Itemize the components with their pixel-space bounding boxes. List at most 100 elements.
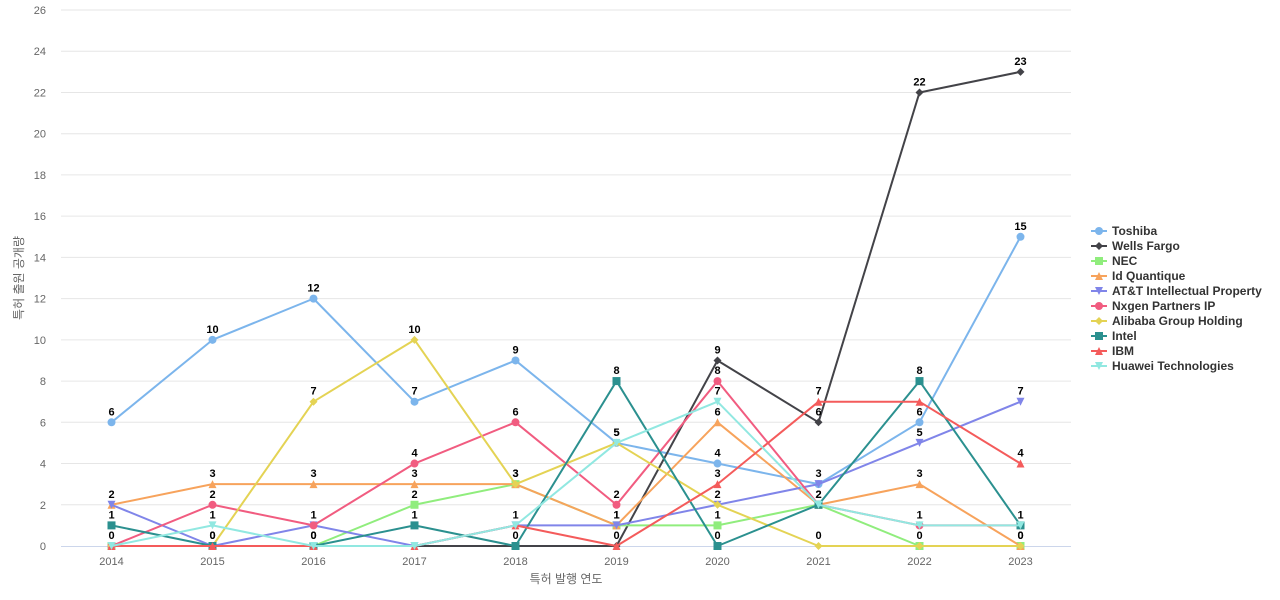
data-point-huawei-technologies bbox=[410, 542, 419, 550]
x-axis-title: 특허 발행 연도 bbox=[530, 571, 603, 586]
legend-label: AT&T Intellectual Property bbox=[1112, 284, 1262, 298]
series-line-huawei-technologies bbox=[110, 400, 1022, 547]
data-point-huawei-technologies bbox=[511, 521, 520, 530]
data-label-nec: 0 bbox=[108, 530, 114, 542]
data-point-nxgen-partners-ip bbox=[713, 377, 722, 386]
legend-marker bbox=[1095, 272, 1103, 280]
legend-item-huawei-technologies[interactable]: Huawei Technologies bbox=[1091, 359, 1234, 373]
data-label-id-quantique: 3 bbox=[209, 468, 215, 480]
x-tick-label: 2022 bbox=[907, 556, 931, 568]
x-tick-label: 2014 bbox=[99, 556, 123, 568]
data-label-nec: 0 bbox=[1017, 530, 1023, 542]
x-tick-label: 2019 bbox=[604, 556, 628, 568]
data-label-nec: 2 bbox=[815, 489, 821, 501]
legend-marker bbox=[1095, 347, 1103, 355]
legend-marker bbox=[1095, 257, 1103, 265]
y-tick-label: 20 bbox=[34, 129, 46, 141]
data-label-intel: 0 bbox=[512, 530, 518, 542]
y-axis-title: 특허 출원 공개량 bbox=[12, 236, 26, 320]
y-tick-label: 14 bbox=[34, 252, 46, 264]
data-point-alibaba-group-holding bbox=[915, 542, 924, 550]
data-point-intel bbox=[107, 521, 116, 530]
data-label-ibm: 3 bbox=[714, 468, 720, 480]
data-label-id-quantique: 2 bbox=[815, 489, 821, 501]
data-point-alibaba-group-holding bbox=[309, 397, 318, 406]
data-point-huawei-technologies bbox=[208, 521, 217, 530]
data-label-nec: 1 bbox=[613, 509, 619, 521]
data-point-toshiba bbox=[713, 459, 722, 468]
x-tick-label: 2017 bbox=[402, 556, 426, 568]
series-line-wells-fargo bbox=[110, 70, 1022, 547]
data-label-at-t-intellectual-property: 7 bbox=[1017, 386, 1023, 398]
data-point-huawei-technologies bbox=[814, 500, 823, 509]
y-tick-label: 2 bbox=[40, 500, 46, 512]
legend-marker bbox=[1095, 332, 1103, 340]
data-point-id-quantique bbox=[208, 480, 217, 489]
legend-item-at-t-intellectual-property[interactable]: AT&T Intellectual Property bbox=[1091, 284, 1262, 298]
y-tick-label: 18 bbox=[34, 170, 46, 182]
data-point-id-quantique bbox=[713, 418, 722, 427]
legend-item-wells-fargo[interactable]: Wells Fargo bbox=[1091, 239, 1180, 253]
legend-item-nxgen-partners-ip[interactable]: Nxgen Partners IP bbox=[1091, 299, 1215, 313]
data-point-alibaba-group-holding bbox=[1016, 542, 1025, 550]
legend-item-id-quantique[interactable]: Id Quantique bbox=[1091, 269, 1186, 283]
x-tick-label: 2016 bbox=[301, 556, 325, 568]
data-point-huawei-technologies bbox=[612, 438, 621, 447]
data-point-ibm bbox=[612, 542, 621, 550]
data-point-wells-fargo bbox=[713, 356, 722, 365]
data-point-ibm bbox=[1016, 459, 1025, 468]
data-point-ibm bbox=[814, 397, 823, 406]
data-point-toshiba bbox=[107, 418, 116, 427]
legend-item-toshiba[interactable]: Toshiba bbox=[1091, 224, 1157, 238]
data-point-alibaba-group-holding bbox=[511, 480, 520, 489]
data-point-toshiba bbox=[410, 397, 419, 406]
data-point-intel bbox=[410, 521, 419, 530]
data-point-toshiba bbox=[511, 356, 520, 365]
grid-lines bbox=[61, 9, 1071, 506]
data-point-intel bbox=[612, 377, 621, 386]
legend-item-alibaba-group-holding[interactable]: Alibaba Group Holding bbox=[1091, 314, 1243, 328]
data-label-id-quantique: 3 bbox=[411, 468, 417, 480]
data-label-id-quantique: 3 bbox=[310, 468, 316, 480]
data-point-huawei-technologies bbox=[1016, 521, 1025, 530]
data-label-nec: 3 bbox=[512, 468, 518, 480]
data-label-id-quantique: 2 bbox=[108, 489, 114, 501]
legend-marker bbox=[1095, 362, 1103, 370]
legend-item-nec[interactable]: NEC bbox=[1091, 254, 1138, 268]
data-point-huawei-technologies bbox=[915, 521, 924, 530]
legend-item-intel[interactable]: Intel bbox=[1091, 329, 1137, 343]
data-label-toshiba: 4 bbox=[714, 448, 721, 460]
series-line-toshiba bbox=[110, 235, 1022, 486]
data-label-ibm: 0 bbox=[613, 530, 619, 542]
data-point-at-t-intellectual-property bbox=[612, 521, 621, 530]
data-point-at-t-intellectual-property bbox=[1016, 397, 1025, 406]
data-label-intel: 1 bbox=[1017, 509, 1023, 521]
y-tick-label: 22 bbox=[34, 87, 46, 99]
data-label-id-quantique: 1 bbox=[613, 509, 619, 521]
x-tick-label: 2021 bbox=[806, 556, 830, 568]
data-label-intel: 0 bbox=[714, 530, 720, 542]
data-point-nec bbox=[410, 500, 419, 509]
data-point-nxgen-partners-ip bbox=[309, 521, 318, 530]
y-tick-label: 4 bbox=[40, 459, 46, 471]
legend-label: NEC bbox=[1112, 254, 1138, 268]
legend-item-ibm[interactable]: IBM bbox=[1091, 344, 1134, 358]
data-label-intel: 1 bbox=[411, 509, 417, 521]
data-point-nxgen-partners-ip bbox=[410, 459, 419, 468]
data-point-huawei-technologies bbox=[309, 542, 318, 550]
legend-marker bbox=[1095, 242, 1103, 250]
legend-marker bbox=[1095, 287, 1103, 295]
data-label-nxgen-partners-ip: 1 bbox=[916, 509, 922, 521]
data-label-intel: 0 bbox=[310, 530, 316, 542]
y-tick-label: 16 bbox=[34, 211, 46, 223]
y-tick-label: 12 bbox=[34, 294, 46, 306]
data-point-id-quantique bbox=[309, 480, 318, 489]
data-label-nec: 1 bbox=[714, 509, 720, 521]
data-label-toshiba: 6 bbox=[916, 406, 922, 418]
data-point-nxgen-partners-ip bbox=[612, 500, 621, 509]
y-tick-label: 26 bbox=[34, 5, 46, 17]
data-label-toshiba: 12 bbox=[307, 283, 319, 295]
legend-label: Nxgen Partners IP bbox=[1112, 299, 1215, 313]
legend-marker bbox=[1095, 227, 1103, 235]
